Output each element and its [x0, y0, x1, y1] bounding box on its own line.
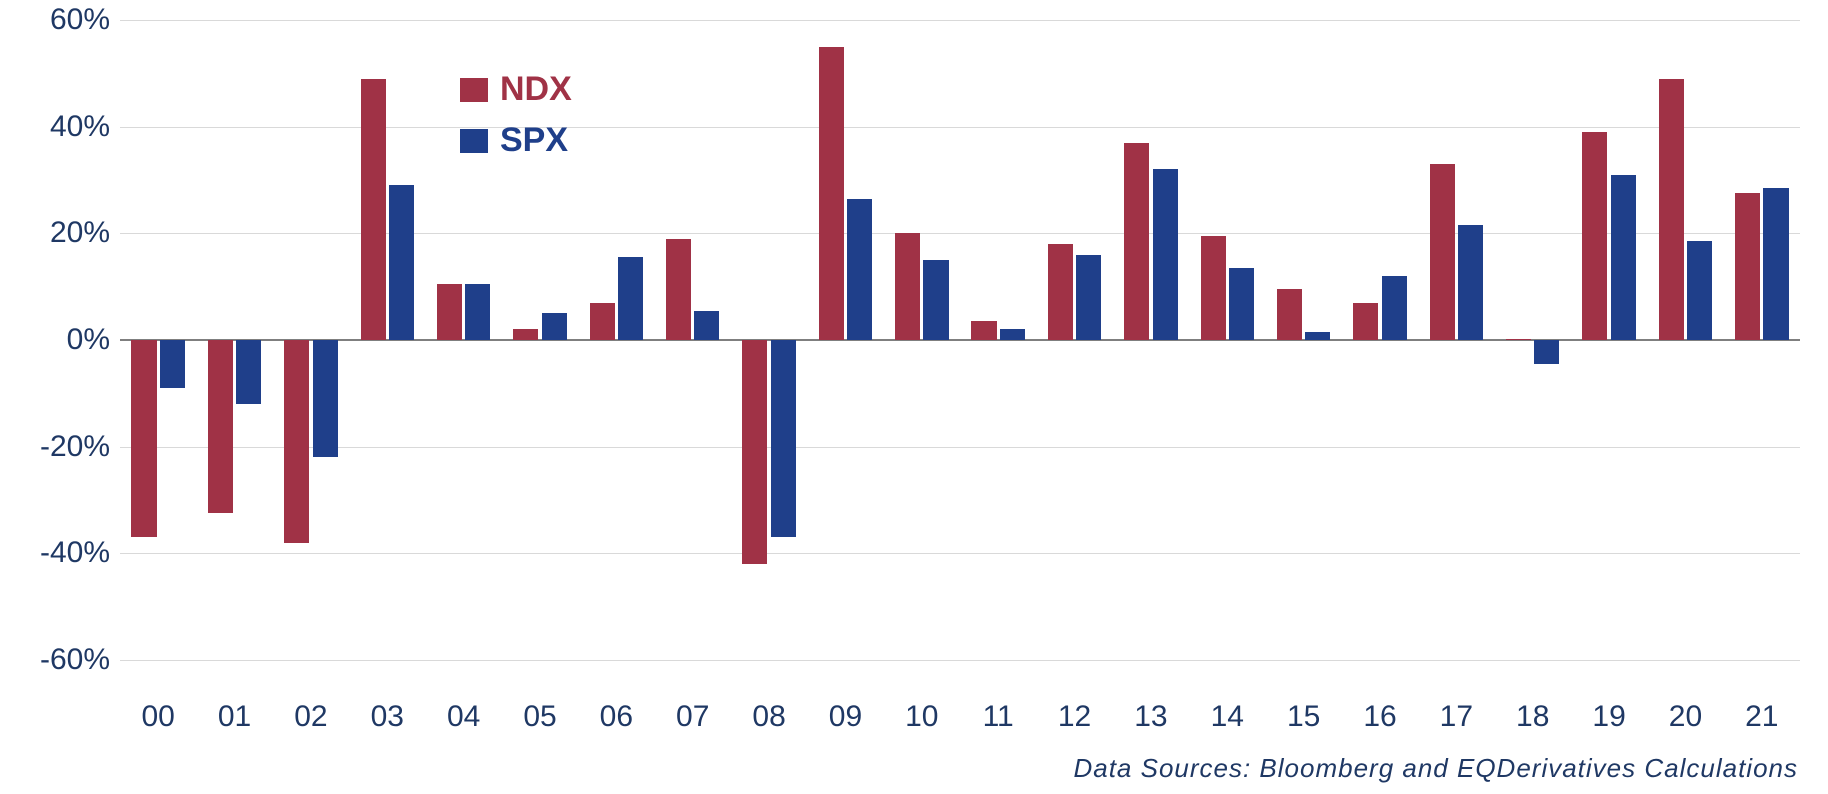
bar-spx-18 — [1534, 340, 1559, 364]
bar-ndx-08 — [742, 340, 767, 564]
bar-spx-06 — [618, 257, 643, 340]
bar-ndx-01 — [208, 340, 233, 513]
bar-spx-14 — [1229, 268, 1254, 340]
bar-ndx-14 — [1201, 236, 1226, 340]
x-axis-label: 14 — [1211, 700, 1244, 734]
x-axis-label: 10 — [905, 700, 938, 734]
plot-area — [120, 20, 1800, 660]
y-axis-label: 40% — [50, 110, 110, 144]
bar-spx-08 — [771, 340, 796, 537]
legend-swatch — [460, 78, 488, 102]
x-axis-label: 11 — [983, 700, 1014, 734]
bar-ndx-13 — [1124, 143, 1149, 340]
gridline — [120, 660, 1800, 661]
returns-bar-chart: -60% -40% -20% 0% 20% 40% 60% 00 01 02 03 04 05 06 07 0… — [0, 0, 1828, 794]
bar-ndx-17 — [1430, 164, 1455, 340]
x-axis-label: 09 — [829, 700, 862, 734]
x-axis-label: 17 — [1440, 700, 1473, 734]
bar-spx-20 — [1687, 241, 1712, 340]
y-axis-label: -60% — [40, 643, 110, 677]
x-axis-label: 08 — [752, 700, 785, 734]
bar-spx-16 — [1382, 276, 1407, 340]
y-axis-label: 20% — [50, 216, 110, 250]
legend-item-ndx: NDX — [460, 70, 572, 109]
x-axis-label: 07 — [676, 700, 709, 734]
x-axis-label: 16 — [1363, 700, 1396, 734]
bar-ndx-10 — [895, 233, 920, 340]
bar-spx-03 — [389, 185, 414, 340]
legend-label: SPX — [500, 121, 568, 160]
bar-spx-19 — [1611, 175, 1636, 340]
bar-spx-11 — [1000, 329, 1025, 340]
bar-ndx-16 — [1353, 303, 1378, 340]
bar-spx-01 — [236, 340, 261, 404]
legend-swatch — [460, 129, 488, 153]
x-axis-label: 04 — [447, 700, 480, 734]
x-axis-label: 15 — [1287, 700, 1320, 734]
y-axis-label: 60% — [50, 3, 110, 37]
bar-spx-12 — [1076, 255, 1101, 340]
x-axis-label: 12 — [1058, 700, 1091, 734]
bar-ndx-21 — [1735, 193, 1760, 340]
bar-spx-09 — [847, 199, 872, 340]
bar-ndx-05 — [513, 329, 538, 340]
legend-item-spx: SPX — [460, 121, 572, 160]
bar-ndx-11 — [971, 321, 996, 340]
x-axis-label: 03 — [371, 700, 404, 734]
bar-spx-10 — [923, 260, 948, 340]
y-axis-label: -20% — [40, 430, 110, 464]
bar-spx-00 — [160, 340, 185, 388]
bar-spx-05 — [542, 313, 567, 340]
x-axis-label: 20 — [1669, 700, 1702, 734]
bar-spx-02 — [313, 340, 338, 457]
x-axis-label: 06 — [600, 700, 633, 734]
bar-spx-04 — [465, 284, 490, 340]
bar-spx-13 — [1153, 169, 1178, 340]
source-note: Data Sources: Bloomberg and EQDerivative… — [1073, 753, 1798, 784]
bar-spx-15 — [1305, 332, 1330, 340]
x-axis-label: 05 — [523, 700, 556, 734]
bar-spx-21 — [1763, 188, 1788, 340]
bar-ndx-09 — [819, 47, 844, 340]
bar-ndx-00 — [131, 340, 156, 537]
y-axis-label: -40% — [40, 536, 110, 570]
x-axis-label: 18 — [1516, 700, 1549, 734]
legend: NDX SPX — [460, 70, 572, 172]
bar-ndx-04 — [437, 284, 462, 340]
bar-ndx-06 — [590, 303, 615, 340]
bar-ndx-03 — [361, 79, 386, 340]
x-axis-label: 21 — [1745, 700, 1778, 734]
x-axis-label: 19 — [1592, 700, 1625, 734]
bar-ndx-07 — [666, 239, 691, 340]
bar-ndx-15 — [1277, 289, 1302, 340]
bar-spx-07 — [694, 311, 719, 340]
bar-spx-17 — [1458, 225, 1483, 340]
bar-ndx-18 — [1506, 339, 1531, 340]
x-axis-label: 13 — [1134, 700, 1167, 734]
x-axis-label: 02 — [294, 700, 327, 734]
bar-ndx-02 — [284, 340, 309, 543]
bar-ndx-12 — [1048, 244, 1073, 340]
bar-ndx-20 — [1659, 79, 1684, 340]
y-axis-label: 0% — [67, 323, 110, 357]
bar-ndx-19 — [1582, 132, 1607, 340]
x-axis-label: 01 — [218, 700, 251, 734]
x-axis-label: 00 — [141, 700, 174, 734]
bars-layer — [120, 20, 1800, 660]
legend-label: NDX — [500, 70, 572, 109]
